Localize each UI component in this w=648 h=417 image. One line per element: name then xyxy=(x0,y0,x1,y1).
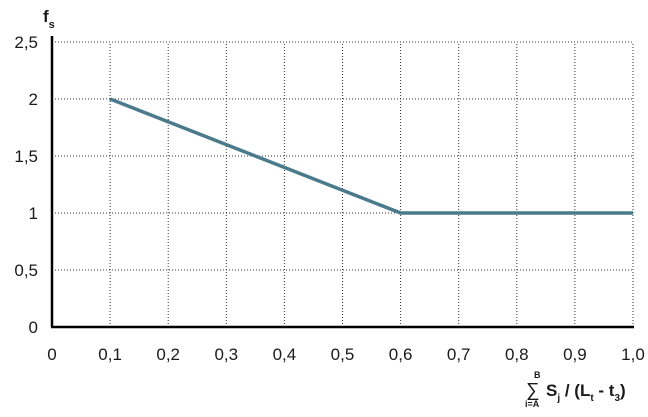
y-axis-label-main: f xyxy=(43,7,49,26)
x-tick-label-9: 0,9 xyxy=(563,345,587,364)
x-tick-label-5: 0,5 xyxy=(331,345,355,364)
x-axis-label-sum-bottom: i=A xyxy=(525,399,540,409)
x-tick-label-7: 0,7 xyxy=(447,345,471,364)
y-axis-label-sub: s xyxy=(49,19,55,31)
series-line-0 xyxy=(109,97,633,215)
y-tick-label-5: 2,5 xyxy=(14,33,38,52)
x-axis-label-expression: Sj / (Lt - t3) xyxy=(546,381,626,404)
x-tick-label-6: 0,6 xyxy=(389,345,413,364)
x-axis-label-term: S xyxy=(546,381,557,400)
tick-labels: 0 0,1 0,2 0,3 0,4 0,5 0,6 0,7 0,8 0,9 1,0 0 0,5 1 1,5 2… xyxy=(14,33,644,364)
grid xyxy=(52,41,634,327)
y-tick-label-4: 2 xyxy=(29,90,38,109)
x-axis-label-middle: / (L xyxy=(560,381,590,400)
x-axis-label-t-sub: 3 xyxy=(614,393,620,404)
x-axis-label-close: ) xyxy=(620,381,626,400)
x-axis-label: B ∑ i=A Sj / (Lt - t3) xyxy=(525,370,626,409)
y-tick-label-3: 1,5 xyxy=(14,147,38,166)
x-tick-label-8: 0,8 xyxy=(505,345,529,364)
x-tick-label-10: 1,0 xyxy=(621,345,645,364)
x-axis-label-sum-symbol: ∑ xyxy=(526,380,540,401)
x-tick-label-3: 0,3 xyxy=(214,345,238,364)
x-axis-label-l-sub: t xyxy=(590,393,594,404)
x-axis-label-sum-top: B xyxy=(534,370,541,380)
x-tick-label-2: 0,2 xyxy=(156,345,180,364)
axes xyxy=(50,36,634,329)
x-tick-label-4: 0,4 xyxy=(273,345,297,364)
x-axis-label-minus: - t xyxy=(594,381,615,400)
y-tick-label-0: 0 xyxy=(29,318,38,337)
y-tick-label-2: 1 xyxy=(29,204,38,223)
x-tick-label-0: 0 xyxy=(47,345,56,364)
y-tick-label-1: 0,5 xyxy=(14,261,38,280)
y-axis-label: fs xyxy=(43,7,55,31)
x-tick-label-1: 0,1 xyxy=(98,345,122,364)
x-axis-label-term-sub: j xyxy=(556,393,560,404)
series xyxy=(109,97,633,215)
